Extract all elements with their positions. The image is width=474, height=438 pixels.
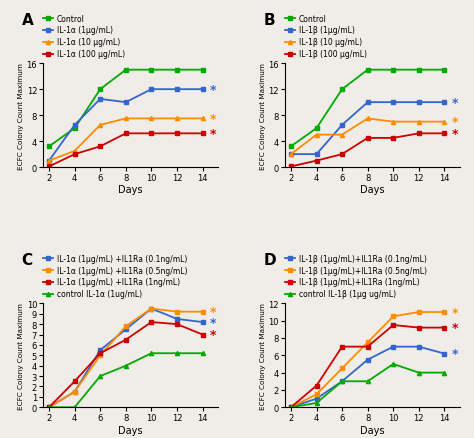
Text: C: C [22,253,33,268]
Text: IL-1α (10 μg/mL): IL-1α (10 μg/mL) [57,38,120,47]
Y-axis label: ECFC Colony Count Maximum: ECFC Colony Count Maximum [260,63,265,169]
X-axis label: Days: Days [118,424,143,434]
X-axis label: Days: Days [360,185,384,195]
Text: IL-1α (1μg/mL) +IL1Ra (0.1ng/mL): IL-1α (1μg/mL) +IL1Ra (0.1ng/mL) [57,254,187,263]
X-axis label: Days: Days [360,424,384,434]
Text: IL-1α (1μg/mL): IL-1α (1μg/mL) [57,26,113,35]
Text: *: * [210,305,216,318]
Text: IL-1α (1μg/mL) +IL1Ra (1ng/mL): IL-1α (1μg/mL) +IL1Ra (1ng/mL) [57,278,180,287]
Text: IL-1β (1μg/mL)+IL1Ra (1ng/mL): IL-1β (1μg/mL)+IL1Ra (1ng/mL) [299,278,419,287]
Text: IL-1β (100 μg/mL): IL-1β (100 μg/mL) [299,50,366,59]
Text: IL-1β (1μg/mL)+IL1Ra (0.5ng/mL): IL-1β (1μg/mL)+IL1Ra (0.5ng/mL) [299,266,427,275]
Text: B: B [264,13,275,28]
Text: *: * [210,328,216,341]
Text: A: A [22,13,33,28]
Text: IL-1α (100 μg/mL): IL-1α (100 μg/mL) [57,50,125,59]
Text: *: * [451,347,458,360]
Text: *: * [210,127,216,141]
Text: IL-1β (1μg/mL): IL-1β (1μg/mL) [299,26,355,35]
Y-axis label: ECFC Colony Count Maximum: ECFC Colony Count Maximum [260,302,266,409]
Text: control IL-1α (1ug/mL): control IL-1α (1ug/mL) [57,290,142,298]
Text: IL-1β (1μg/mL)+IL1Ra (0.1ng/mL): IL-1β (1μg/mL)+IL1Ra (0.1ng/mL) [299,254,427,263]
Text: *: * [451,96,458,110]
Text: Control: Control [299,14,327,24]
Text: *: * [210,316,216,329]
Text: *: * [451,116,458,129]
Text: *: * [451,127,458,141]
Y-axis label: ECFC Colony Count Maximum: ECFC Colony Count Maximum [18,63,24,169]
Text: IL-1α (1μg/mL) +IL1Ra (0.5ng/mL): IL-1α (1μg/mL) +IL1Ra (0.5ng/mL) [57,266,187,275]
Text: *: * [451,321,458,334]
Text: control IL-1β (1μg ug/mL): control IL-1β (1μg ug/mL) [299,290,396,298]
Text: *: * [451,306,458,319]
Text: IL-1β (10 μg/mL): IL-1β (10 μg/mL) [299,38,362,47]
Text: *: * [210,84,216,96]
Text: Control: Control [57,14,84,24]
Text: *: * [210,113,216,126]
X-axis label: Days: Days [118,185,143,195]
Y-axis label: ECFC Colony Count Maximum: ECFC Colony Count Maximum [18,302,24,409]
Text: D: D [264,253,276,268]
